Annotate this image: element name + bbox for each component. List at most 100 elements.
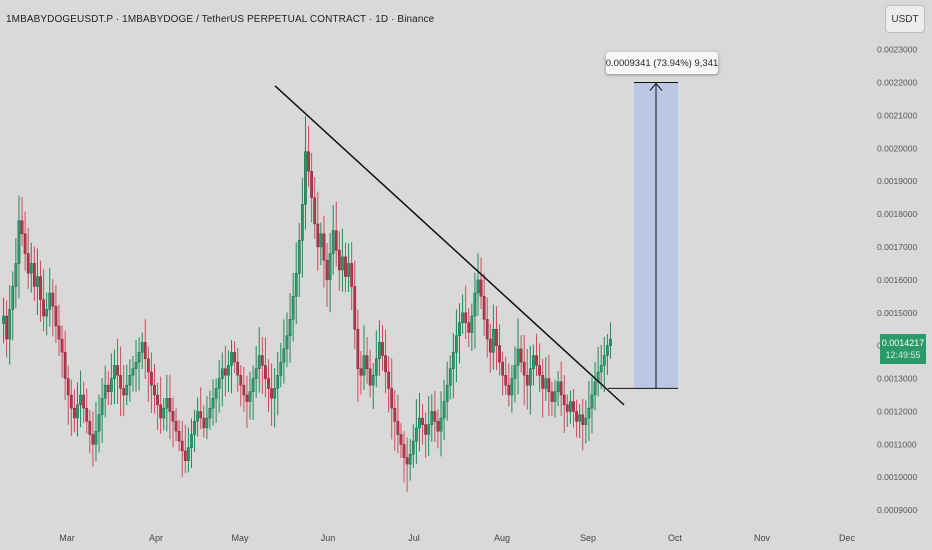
candle-body bbox=[593, 381, 597, 396]
candle-body bbox=[153, 384, 156, 396]
candle-body bbox=[501, 361, 505, 376]
candle-body bbox=[436, 421, 440, 432]
candle-body bbox=[368, 368, 372, 386]
candle-body bbox=[109, 378, 113, 392]
candle-body bbox=[445, 384, 449, 402]
candle-body bbox=[575, 411, 578, 422]
candle-body bbox=[214, 388, 218, 399]
candle-body bbox=[242, 384, 246, 396]
candle-body bbox=[11, 286, 15, 310]
candle-body bbox=[606, 345, 609, 356]
candle-body bbox=[245, 394, 249, 402]
candle-body bbox=[91, 434, 95, 445]
candle-body bbox=[528, 368, 532, 386]
candle-body bbox=[344, 256, 347, 277]
candle-body bbox=[590, 394, 594, 409]
candle-body bbox=[85, 407, 89, 422]
candle-body bbox=[8, 309, 12, 340]
candle-body bbox=[510, 378, 514, 396]
candle-body bbox=[273, 388, 277, 399]
candle-body bbox=[316, 223, 320, 248]
candle-body bbox=[23, 233, 27, 254]
candle-body bbox=[208, 407, 212, 419]
price-tick-label: 0.0022000 bbox=[877, 78, 917, 88]
candle-body bbox=[223, 368, 227, 376]
last-price-badge: 0.0014217 12:49:55 bbox=[880, 334, 926, 364]
bar-countdown: 12:49:55 bbox=[885, 350, 921, 360]
candle-body bbox=[396, 421, 400, 435]
candle-body bbox=[581, 414, 585, 425]
candle-body bbox=[411, 440, 415, 455]
candle-body bbox=[100, 398, 104, 415]
candle-body bbox=[359, 368, 363, 376]
candle-body bbox=[20, 220, 24, 235]
candle-body bbox=[254, 368, 258, 379]
symbol-header[interactable]: 1MBABYDOGEUSDT.P · 1MBABYDOGE / TetherUS… bbox=[6, 14, 435, 25]
candle-body bbox=[587, 407, 591, 419]
candle-body bbox=[378, 342, 381, 360]
price-tick-label: 0.0011000 bbox=[877, 439, 917, 449]
candle-body bbox=[270, 388, 273, 399]
candle-body bbox=[63, 352, 67, 379]
candle-body bbox=[66, 378, 70, 396]
candle-body bbox=[97, 414, 101, 432]
price-tick-label: 0.0021000 bbox=[877, 110, 917, 120]
candle-body bbox=[26, 253, 30, 274]
candle-body bbox=[402, 444, 406, 458]
price-tick-label: 0.0020000 bbox=[877, 143, 917, 153]
candle-body bbox=[32, 263, 36, 287]
candle-body bbox=[476, 279, 480, 294]
candle-body bbox=[279, 361, 283, 376]
candle-body bbox=[569, 401, 572, 412]
candle-body bbox=[199, 411, 203, 419]
candle-body bbox=[498, 345, 501, 363]
time-axis: Mar Apr May Jun Jul Aug Sep Oct Nov Dec bbox=[59, 533, 855, 543]
currency-button[interactable]: USDT bbox=[885, 5, 925, 33]
candle-body bbox=[116, 365, 119, 376]
candle-body bbox=[461, 312, 464, 323]
candle-body bbox=[602, 355, 606, 366]
candle-body bbox=[362, 355, 366, 376]
candle-body bbox=[174, 421, 178, 432]
candle-body bbox=[211, 398, 215, 409]
candle-body bbox=[282, 348, 286, 363]
candle-body bbox=[39, 276, 42, 300]
price-tick-label: 0.0015000 bbox=[877, 308, 917, 318]
price-tick-label: 0.0019000 bbox=[877, 176, 917, 186]
candle-body bbox=[73, 407, 76, 419]
candle-body bbox=[609, 338, 612, 346]
price-tick-label: 0.0013000 bbox=[877, 374, 917, 384]
time-tick-label: Apr bbox=[149, 533, 163, 543]
candle-body bbox=[146, 358, 150, 373]
candle-body bbox=[168, 398, 172, 412]
candle-body bbox=[535, 355, 538, 366]
candle-body bbox=[322, 233, 326, 261]
candle-body bbox=[54, 305, 58, 327]
candle-body bbox=[584, 417, 588, 425]
candle-body bbox=[390, 388, 394, 409]
measure-tooltip: 0.0009341 (73.94%) 9,341 bbox=[606, 52, 718, 74]
candle-body bbox=[5, 315, 8, 340]
candle-body bbox=[248, 391, 252, 402]
time-tick-label: Dec bbox=[839, 533, 856, 543]
candle-body bbox=[131, 368, 135, 376]
candle-body bbox=[328, 253, 332, 281]
candle-body bbox=[433, 411, 437, 422]
candle-body bbox=[257, 355, 261, 369]
candle-body bbox=[421, 417, 424, 425]
candle-body bbox=[202, 417, 206, 429]
candle-body bbox=[492, 329, 495, 353]
time-tick-label: Mar bbox=[59, 533, 75, 543]
candle-body bbox=[125, 384, 129, 396]
candle-body bbox=[381, 342, 384, 356]
candle-body bbox=[14, 263, 18, 287]
price-tick-label: 0.0016000 bbox=[877, 275, 917, 285]
candle-body bbox=[439, 417, 443, 432]
candle-body bbox=[264, 365, 267, 379]
descending-trendline[interactable] bbox=[274, 85, 625, 406]
candle-body bbox=[504, 375, 508, 386]
price-tick-label: 0.0010000 bbox=[877, 472, 917, 482]
candle-body bbox=[297, 240, 301, 274]
candle-body bbox=[76, 404, 79, 419]
